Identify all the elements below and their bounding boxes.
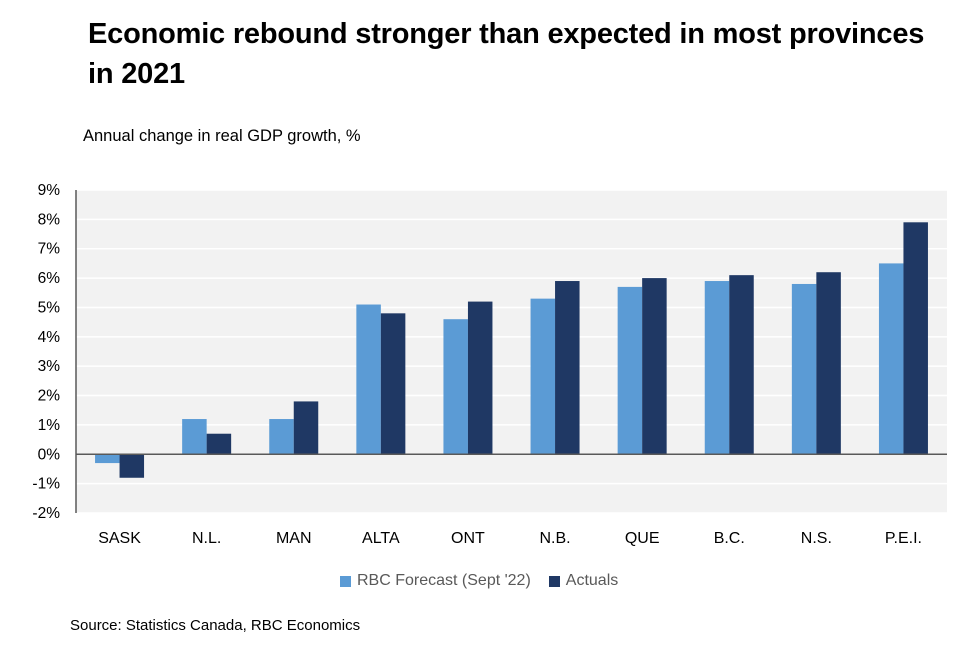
x-tick-label: P.E.I. [885, 530, 922, 547]
legend: RBC Forecast (Sept '22) Actuals [340, 572, 636, 590]
y-tick-label: 9% [38, 182, 61, 199]
y-tick-label: 4% [38, 329, 61, 346]
y-tick-label: -2% [32, 505, 60, 522]
bar-actuals-pei [903, 222, 928, 455]
legend-label-actuals: Actuals [565, 572, 619, 589]
y-tick-label: -1% [32, 476, 60, 493]
bar-forecast-ns [791, 283, 817, 455]
bar-forecast-alta [356, 304, 381, 455]
legend-item-actuals: Actuals [548, 572, 619, 590]
bar-forecast-ont [443, 319, 468, 455]
bar-actuals-que [642, 278, 667, 455]
legend-item-forecast: RBC Forecast (Sept '22) [340, 572, 531, 590]
y-tick-label: 6% [38, 270, 61, 287]
bar-actuals-bc [729, 275, 754, 455]
y-tick-label: 1% [38, 417, 61, 434]
x-tick-label: N.B. [539, 530, 570, 547]
x-tick-label: B.C. [714, 530, 745, 547]
bar-actuals-ns [816, 272, 841, 455]
bar-actuals-ont [467, 301, 493, 455]
bar-forecast-pei [878, 263, 904, 455]
bar-forecast-bc [704, 281, 730, 455]
x-tick-label: N.S. [801, 530, 832, 547]
y-tick-label: 7% [38, 241, 61, 258]
bar-actuals-alta [380, 313, 406, 455]
chart-subtitle: Annual change in real GDP growth, % [83, 127, 361, 145]
x-tick-label: SASK [98, 530, 141, 547]
bar-forecast-nl [182, 419, 207, 455]
x-tick-label: QUE [625, 530, 660, 547]
y-tick-label: 5% [38, 299, 61, 316]
bar-actuals-nl [206, 433, 232, 455]
bar-forecast-nb [530, 298, 556, 455]
legend-label-forecast: RBC Forecast (Sept '22) [357, 572, 531, 589]
x-tick-label: ONT [451, 530, 485, 547]
legend-swatch-actuals [548, 575, 560, 587]
chart-title: Economic rebound stronger than expected … [88, 18, 925, 90]
bar-actuals-nb [555, 281, 580, 455]
bar-forecast-man [269, 419, 294, 455]
x-tick-label: ALTA [362, 530, 400, 547]
bar-actuals-man [293, 401, 319, 455]
x-tick-label: N.L. [192, 530, 221, 547]
y-tick-label: 2% [38, 388, 61, 405]
y-tick-label: 8% [38, 211, 61, 228]
legend-swatch-forecast [340, 575, 351, 587]
y-tick-label: 3% [38, 358, 61, 375]
bar-forecast-que [617, 286, 643, 455]
bar-actuals-sask [119, 454, 145, 478]
y-tick-label: 0% [38, 446, 61, 463]
x-tick-label: MAN [276, 530, 312, 547]
source-note: Source: Statistics Canada, RBC Economics [70, 617, 361, 634]
bar-forecast-sask [95, 454, 120, 464]
